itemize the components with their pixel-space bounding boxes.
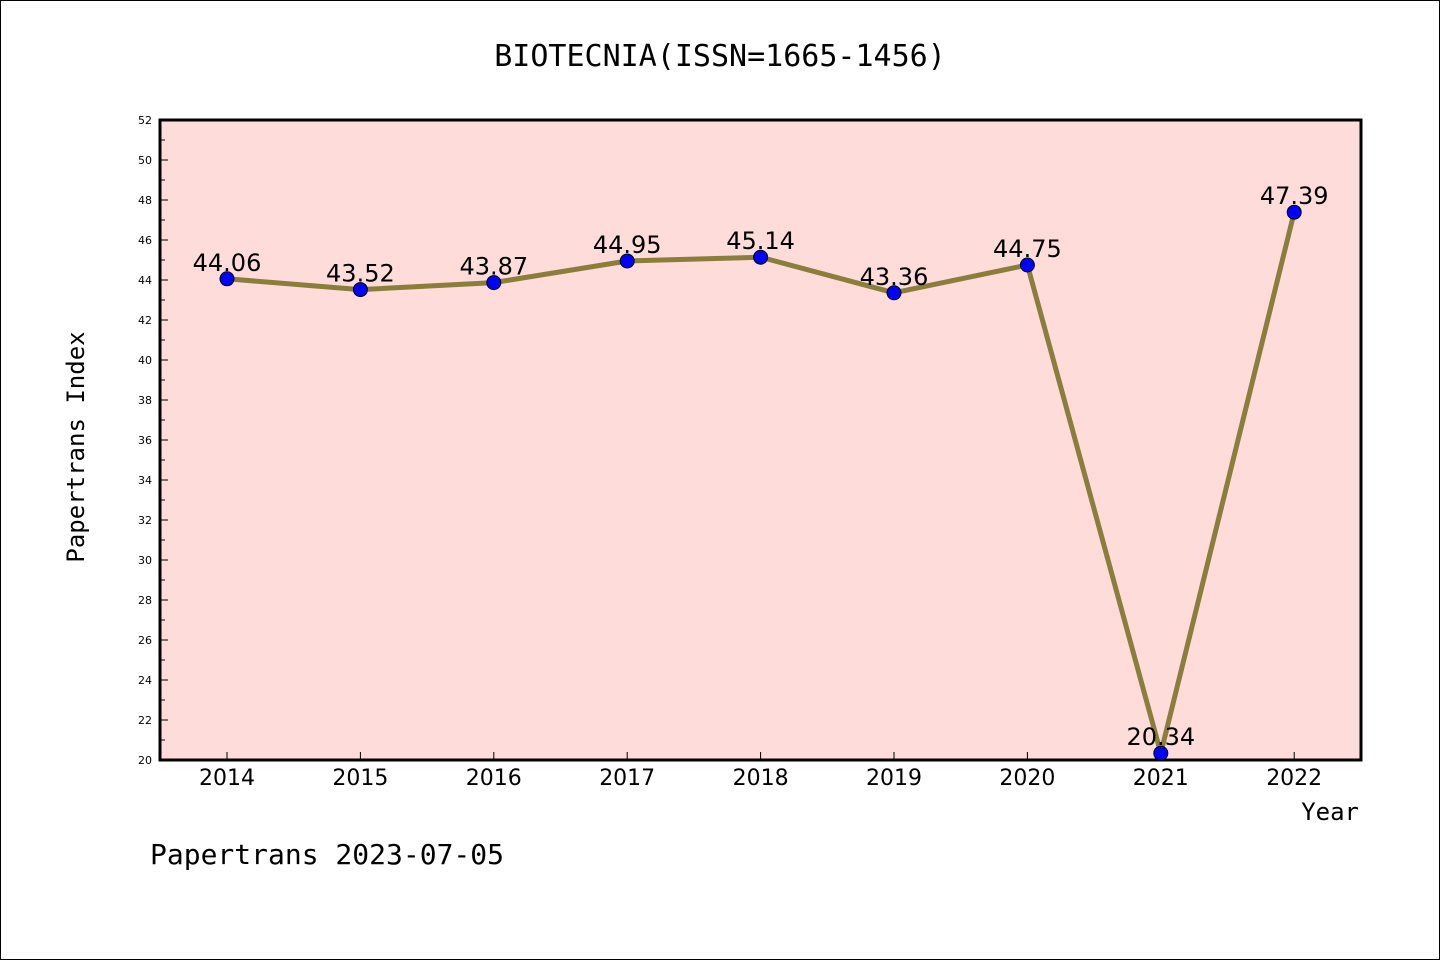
x-tick-label: 2014 bbox=[199, 766, 255, 791]
data-point bbox=[219, 271, 235, 287]
data-label: 43.52 bbox=[326, 260, 395, 288]
footer-text: Papertrans 2023-07-05 bbox=[150, 838, 504, 871]
x-tick-label: 2020 bbox=[999, 766, 1055, 791]
y-tick-label: 22 bbox=[138, 714, 152, 727]
x-tick-label: 2017 bbox=[599, 766, 655, 791]
y-tick-label: 26 bbox=[138, 634, 152, 647]
y-tick-label: 38 bbox=[138, 394, 152, 407]
y-tick-label: 30 bbox=[138, 554, 152, 567]
y-tick-label: 50 bbox=[138, 154, 152, 167]
data-label: 47.39 bbox=[1260, 182, 1329, 210]
data-label: 20.34 bbox=[1126, 723, 1195, 751]
y-tick-label: 20 bbox=[138, 754, 152, 767]
x-axis: 2014 2015 2016 2017 2018 2019 2020 2021 2022 bbox=[199, 752, 1322, 791]
plot-area bbox=[158, 118, 1363, 762]
y-tick-label: 32 bbox=[138, 514, 152, 527]
y-tick-label: 36 bbox=[138, 434, 152, 447]
data-label: 44.06 bbox=[193, 249, 262, 277]
x-tick-label: 2015 bbox=[332, 766, 388, 791]
data-point bbox=[753, 249, 769, 265]
y-axis: 20 22 24 26 28 30 32 34 36 38 40 42 44 46 48 50 52 bbox=[138, 114, 168, 767]
data-label: 44.75 bbox=[993, 235, 1062, 263]
x-tick-label: 2022 bbox=[1266, 766, 1322, 791]
y-tick-label: 40 bbox=[138, 354, 152, 367]
data-label: 45.14 bbox=[726, 227, 795, 255]
x-tick-label: 2018 bbox=[733, 766, 789, 791]
y-tick-label: 24 bbox=[138, 674, 152, 687]
y-tick-label: 52 bbox=[138, 114, 152, 127]
x-tick-label: 2019 bbox=[866, 766, 922, 791]
y-tick-label: 48 bbox=[138, 194, 152, 207]
data-point bbox=[1286, 204, 1302, 220]
data-point bbox=[486, 275, 502, 291]
y-axis-label: Papertrans Index bbox=[62, 331, 90, 562]
data-point bbox=[352, 282, 368, 298]
data-point bbox=[1153, 745, 1169, 761]
data-point bbox=[1019, 257, 1035, 273]
y-tick-label: 28 bbox=[138, 594, 152, 607]
data-label: 43.36 bbox=[860, 263, 929, 291]
x-tick-label: 2016 bbox=[466, 766, 522, 791]
chart-title: BIOTECNIA(ISSN=1665-1456) bbox=[494, 39, 946, 74]
y-tick-label: 42 bbox=[138, 314, 152, 327]
data-points bbox=[219, 204, 1302, 761]
data-labels: 44.06 43.52 43.87 44.95 45.14 43.36 44.75 20.34… bbox=[193, 182, 1329, 751]
y-tick-label: 34 bbox=[138, 474, 152, 487]
data-point bbox=[886, 285, 902, 301]
data-label: 43.87 bbox=[459, 253, 528, 281]
y-tick-label: 46 bbox=[138, 234, 152, 247]
y-tick-label: 44 bbox=[138, 274, 152, 287]
data-label: 44.95 bbox=[593, 231, 662, 259]
x-axis-label: Year bbox=[1301, 798, 1359, 826]
x-tick-label: 2021 bbox=[1133, 766, 1189, 791]
data-point bbox=[619, 253, 635, 269]
